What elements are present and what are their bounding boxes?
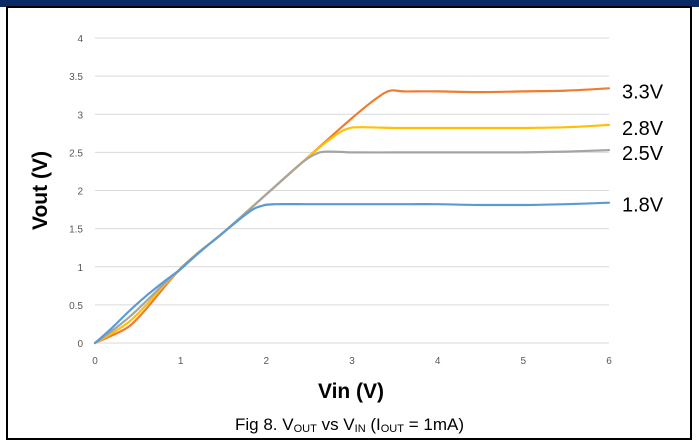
x-tick-labels: 0 1 2 3 4 5 6	[92, 356, 612, 367]
x-tick-label: 5	[521, 356, 527, 367]
series-lines	[93, 87, 611, 345]
x-tick-label: 4	[435, 356, 441, 367]
figure-caption: Fig 8. VOUT vs VIN (IOUT = 1mA)	[235, 415, 464, 435]
y-tick-label: 1.5	[69, 225, 83, 236]
y-tick-labels: 0 0.5 1 1.5 2 2.5 3 3.5 4	[69, 34, 83, 350]
series-line-2.5V	[93, 149, 611, 345]
figure-frame	[6, 6, 692, 440]
x-tick-label: 0	[92, 356, 98, 367]
x-axis-label: Vin (V)	[318, 380, 384, 403]
x-tick-label: 1	[178, 356, 184, 367]
series-label: 3.3V	[622, 81, 664, 103]
series-line-1.8V	[93, 201, 611, 345]
x-tick-label: 2	[264, 356, 270, 367]
series-label: 2.8V	[622, 118, 664, 140]
series-labels: 3.3V 2.8V 2.5V 1.8V	[622, 81, 664, 216]
top-border-bar	[0, 0, 699, 7]
x-tick-label: 6	[606, 356, 612, 367]
y-tick-label: 3.5	[69, 72, 83, 83]
y-tick-label: 3	[77, 110, 83, 121]
gridlines	[95, 37, 609, 344]
y-tick-label: 1	[77, 263, 83, 274]
y-tick-label: 4	[77, 34, 83, 45]
series-label: 1.8V	[622, 195, 664, 217]
series-label: 2.5V	[622, 143, 664, 165]
y-tick-label: 2.5	[69, 148, 83, 159]
y-axis-label: Vout (V)	[29, 151, 52, 230]
y-tick-label: 0.5	[69, 301, 83, 312]
series-line-2.8V	[93, 123, 611, 345]
x-tick-label: 3	[349, 356, 355, 367]
y-tick-label: 0	[77, 339, 83, 350]
y-tick-label: 2	[77, 187, 83, 198]
